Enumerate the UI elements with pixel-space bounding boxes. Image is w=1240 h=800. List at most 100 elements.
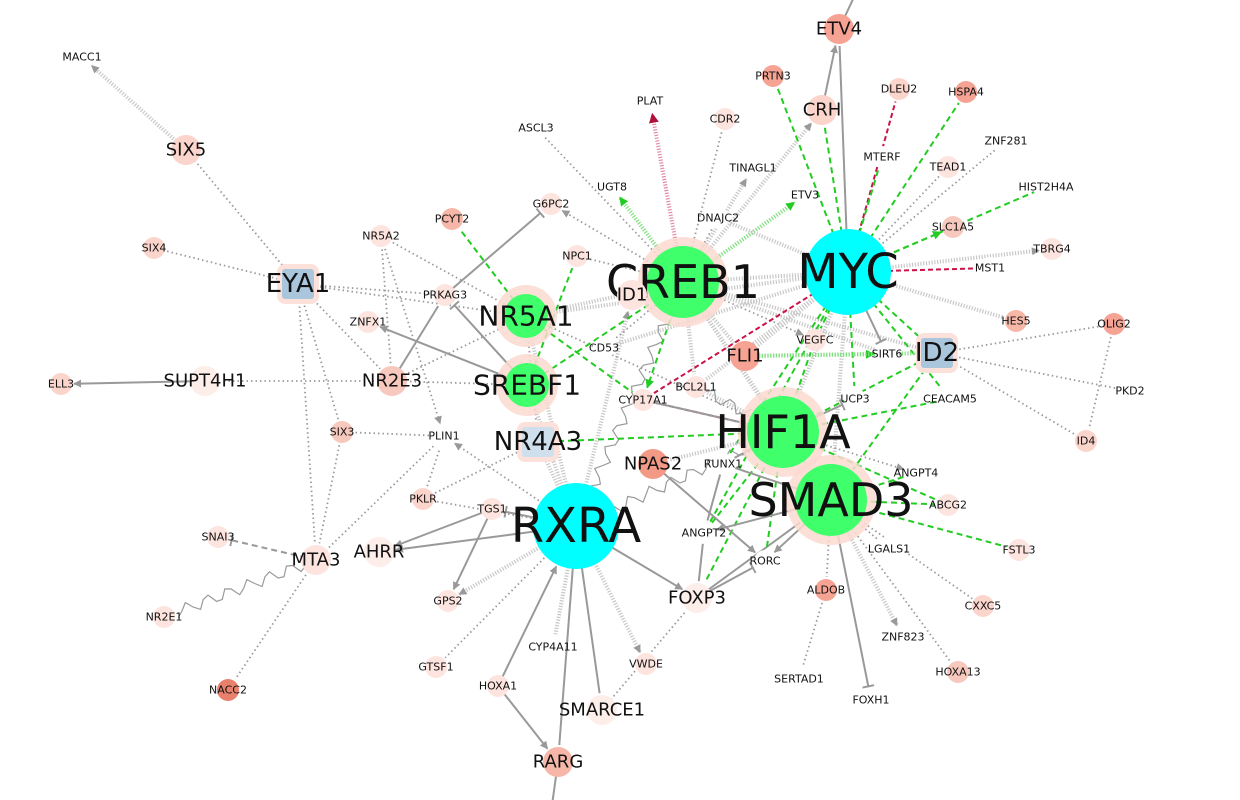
node-ahrr[interactable]: AHRR — [354, 537, 405, 567]
node-hoxa1[interactable]: HOXA1 — [479, 675, 517, 697]
node-six3[interactable]: SIX3 — [330, 421, 355, 443]
node-pklr[interactable]: PKLR — [409, 488, 437, 510]
node-tinagl1[interactable]: TINAGL1 — [728, 157, 777, 179]
node-vegfc[interactable]: VEGFC — [796, 329, 834, 351]
edge-myc-hes5 — [847, 270, 1005, 320]
node-macc1[interactable]: MACC1 — [62, 46, 102, 68]
node-abcg2[interactable]: ABCG2 — [929, 494, 967, 516]
node-angpt4[interactable]: ANGPT4 — [894, 462, 939, 484]
node-label: RORC — [749, 555, 780, 568]
node-olig2[interactable]: OLIG2 — [1097, 313, 1131, 335]
node-snai3[interactable]: SNAI3 — [202, 526, 235, 548]
node-nr5a1[interactable]: NR5A1 — [478, 285, 574, 347]
node-hoxa13[interactable]: HOXA13 — [935, 661, 981, 683]
node-circle — [693, 522, 715, 544]
node-ceacam5[interactable]: CEACAM5 — [923, 388, 977, 410]
node-rorc[interactable]: RORC — [749, 550, 781, 572]
node-nr2e3[interactable]: NR2E3 — [362, 366, 422, 396]
node-rarg[interactable]: RARG — [533, 747, 584, 777]
node-nr2e1[interactable]: NR2E1 — [146, 606, 183, 628]
node-znf281[interactable]: ZNF281 — [984, 130, 1028, 152]
node-angpt2[interactable]: ANGPT2 — [682, 522, 727, 544]
node-cyp17a1[interactable]: CYP17A1 — [618, 389, 668, 411]
node-etv3[interactable]: ETV3 — [791, 184, 819, 206]
node-lgals1[interactable]: LGALS1 — [868, 538, 910, 560]
node-supt4h1[interactable]: SUPT4H1 — [164, 366, 247, 396]
node-mterf[interactable]: MTERF — [863, 146, 901, 168]
node-circle — [217, 679, 239, 701]
node-dnajc2[interactable]: DNAJC2 — [697, 207, 739, 229]
node-tgs1[interactable]: TGS1 — [476, 498, 507, 520]
node-g6pc2[interactable]: G6PC2 — [533, 193, 570, 215]
node-label: UGT8 — [597, 181, 627, 194]
node-znf823[interactable]: ZNF823 — [881, 626, 925, 648]
node-circle — [712, 453, 734, 475]
node-srebf1[interactable]: SREBF1 — [473, 354, 581, 416]
node-slc1a5[interactable]: SLC1A5 — [932, 216, 974, 238]
node-label: NR2E3 — [362, 371, 422, 392]
node-six4[interactable]: SIX4 — [142, 237, 167, 259]
node-ascl3[interactable]: ASCL3 — [518, 117, 554, 139]
node-cdr2[interactable]: CDR2 — [710, 108, 741, 130]
node-vwde[interactable]: VWDE — [629, 653, 663, 675]
node-label: HSPA4 — [948, 86, 984, 99]
node-cxxc5[interactable]: CXXC5 — [965, 595, 1002, 617]
node-rxra[interactable]: RXRA — [511, 483, 642, 569]
node-aldob[interactable]: ALDOB — [807, 579, 845, 601]
node-label: HIF1A — [715, 405, 851, 459]
node-myc[interactable]: MYC — [797, 229, 899, 315]
node-plin1[interactable]: PLIN1 — [428, 425, 460, 447]
node-fstl3[interactable]: FSTL3 — [1003, 539, 1036, 561]
node-circle — [747, 396, 819, 468]
node-circle — [331, 421, 353, 443]
node-cyp4a11[interactable]: CYP4A11 — [528, 636, 578, 658]
node-prtn3[interactable]: PRTN3 — [755, 65, 791, 87]
node-plat[interactable]: PLAT — [637, 90, 664, 112]
node-sertad1[interactable]: SERTAD1 — [774, 668, 824, 690]
edge-nr5a2-nr5a1 — [380, 235, 506, 306]
edge-myc-mst1 — [847, 267, 978, 273]
node-hspa4[interactable]: HSPA4 — [948, 81, 984, 103]
node-nr4a3[interactable]: NR4A3 — [494, 422, 582, 462]
node-npc1[interactable]: NPC1 — [562, 245, 592, 267]
node-nacc2[interactable]: NACC2 — [209, 679, 247, 701]
node-circle — [888, 78, 910, 100]
node-ugt8[interactable]: UGT8 — [597, 176, 627, 198]
node-ucp3[interactable]: UCP3 — [840, 388, 870, 410]
node-id1[interactable]: ID1 — [617, 280, 648, 310]
node-cd53[interactable]: CD53 — [589, 337, 619, 359]
node-id2[interactable]: ID2 — [915, 333, 959, 373]
node-hes5[interactable]: HES5 — [1001, 310, 1031, 332]
node-six5[interactable]: SIX5 — [166, 135, 207, 165]
node-nr5a2[interactable]: NR5A2 — [362, 225, 400, 247]
node-pcyt2[interactable]: PCYT2 — [435, 208, 470, 230]
node-bcl2l1[interactable]: BCL2L1 — [675, 376, 717, 398]
node-hif1a[interactable]: HIF1A — [715, 387, 851, 477]
node-foxh1[interactable]: FOXH1 — [852, 689, 890, 711]
node-tbrg4[interactable]: TBRG4 — [1032, 238, 1071, 260]
node-eya1[interactable]: EYA1 — [266, 264, 331, 304]
node-mst1[interactable]: MST1 — [975, 257, 1005, 279]
node-znfx1[interactable]: ZNFX1 — [350, 311, 387, 333]
node-sirt6[interactable]: SIRT6 — [872, 343, 903, 365]
node-etv4[interactable]: ETV4 — [816, 14, 862, 44]
node-dleu2[interactable]: DLEU2 — [881, 78, 918, 100]
node-mta3[interactable]: MTA3 — [292, 545, 341, 575]
node-ell3[interactable]: ELL3 — [48, 373, 74, 395]
node-npas2[interactable]: NPAS2 — [624, 449, 682, 479]
node-tead1[interactable]: TEAD1 — [929, 156, 967, 178]
node-gtsf1[interactable]: GTSF1 — [418, 656, 454, 678]
node-crh[interactable]: CRH — [803, 95, 842, 125]
node-runx1[interactable]: RUNX1 — [704, 453, 742, 475]
edge-mta3-nacc2 — [234, 559, 317, 680]
node-foxp3[interactable]: FOXP3 — [668, 583, 726, 613]
node-id4[interactable]: ID4 — [1075, 430, 1097, 452]
node-pkd2[interactable]: PKD2 — [1115, 380, 1145, 402]
node-gps2[interactable]: GPS2 — [433, 590, 463, 612]
node-fli1[interactable]: FLI1 — [726, 341, 764, 371]
node-smad3[interactable]: SMAD3 — [748, 455, 914, 545]
node-prkag3[interactable]: PRKAG3 — [423, 284, 467, 306]
node-smarce1[interactable]: SMARCE1 — [559, 695, 645, 725]
node-label: PKD2 — [1115, 385, 1144, 398]
node-hist2h4a[interactable]: HIST2H4A — [1018, 176, 1074, 198]
